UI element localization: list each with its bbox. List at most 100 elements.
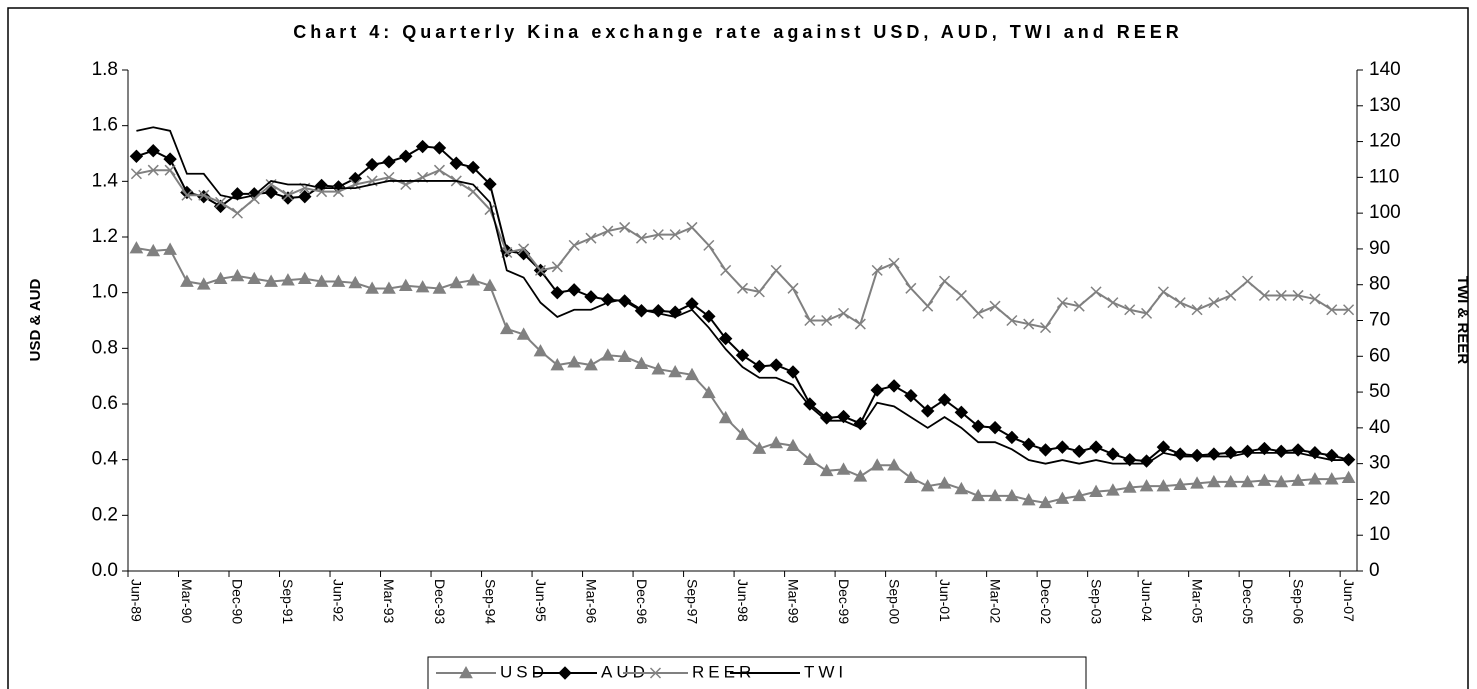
data-point [314, 274, 329, 287]
data-point [282, 189, 294, 201]
data-point [1257, 441, 1272, 456]
data-point [735, 427, 750, 440]
data-point [1324, 472, 1339, 485]
data-point [198, 189, 210, 201]
y2-tick-label: 70 [1369, 310, 1390, 331]
data-point [146, 144, 160, 158]
data-point [1040, 322, 1052, 334]
data-point [685, 367, 699, 381]
y2-tick-label: 140 [1369, 59, 1401, 80]
data-point [1123, 452, 1137, 467]
data-point [1124, 304, 1136, 316]
x-tick-label: Dec-05 [1240, 579, 1256, 624]
x-tick-label: Dec-02 [1038, 579, 1054, 624]
data-point [1173, 477, 1188, 491]
data-point [550, 285, 565, 300]
x-tick-label: Sep-97 [684, 579, 700, 624]
data-point [264, 185, 278, 200]
x-tick-label: Mar-05 [1189, 579, 1205, 624]
data-point [804, 314, 816, 327]
data-point [180, 274, 194, 287]
data-point [836, 409, 851, 424]
legend-marker [649, 667, 662, 679]
y-tick-label: 1.8 [92, 59, 118, 80]
y-tick-label: 0.4 [92, 449, 119, 470]
data-point [1309, 293, 1321, 305]
data-point [753, 286, 765, 298]
legend-marker [558, 666, 572, 680]
x-tick-label: Dec-99 [836, 579, 852, 624]
data-point [752, 441, 767, 454]
data-point [1223, 474, 1238, 488]
x-tick-label: Sep-94 [482, 579, 498, 624]
data-point [264, 274, 278, 287]
y2-tick-label: 130 [1369, 95, 1401, 116]
data-point [1275, 289, 1287, 301]
data-point [1122, 480, 1137, 493]
data-point [888, 257, 900, 269]
data-point [634, 356, 649, 369]
legend-label: AUD [601, 662, 649, 681]
data-point [1291, 473, 1305, 486]
data-point [1106, 483, 1120, 496]
data-point [1191, 304, 1203, 316]
data-point [617, 349, 632, 362]
data-point [466, 160, 480, 175]
x-tick-label: Dec-90 [230, 579, 246, 624]
data-point [1089, 484, 1103, 497]
y2-tick-label: 30 [1369, 453, 1390, 474]
data-point [652, 229, 664, 241]
data-point [1038, 495, 1053, 509]
data-point [163, 152, 177, 166]
data-point [1106, 447, 1120, 461]
data-point [954, 405, 969, 420]
data-point [297, 271, 312, 285]
data-point [870, 458, 885, 471]
data-point [1257, 473, 1272, 486]
data-point [1258, 289, 1270, 301]
data-point [1326, 304, 1338, 316]
data-point [1023, 318, 1035, 330]
data-point [518, 243, 530, 255]
data-point [1157, 286, 1169, 298]
data-point [1038, 443, 1053, 457]
y2-tick-label: 90 [1369, 238, 1390, 259]
y2-tick-label: 110 [1369, 166, 1399, 187]
x-tick-label: Mar-96 [583, 579, 599, 624]
data-point [718, 410, 733, 424]
data-point [1190, 448, 1204, 463]
x-tick-label: Sep-03 [1088, 579, 1104, 624]
data-point [904, 470, 918, 484]
y-tick-label: 0.0 [92, 560, 118, 581]
data-point [752, 359, 767, 374]
data-point [415, 280, 430, 293]
y2-tick-label: 0 [1369, 560, 1380, 581]
data-point [585, 232, 597, 244]
data-point [786, 365, 800, 379]
data-point [516, 246, 531, 261]
data-point [382, 155, 396, 169]
data-point [196, 277, 211, 290]
data-point [281, 273, 295, 286]
data-point [736, 282, 749, 294]
data-point [1341, 470, 1356, 484]
data-point [937, 476, 952, 489]
data-point [1308, 446, 1322, 460]
y2-tick-label: 100 [1369, 202, 1401, 223]
data-point [1072, 444, 1086, 459]
x-tick-label: Jun-07 [1341, 579, 1357, 622]
data-point [147, 164, 159, 176]
data-point [365, 157, 379, 172]
data-point [1325, 448, 1339, 463]
y-tick-label: 1.4 [92, 170, 119, 191]
data-point [668, 364, 683, 378]
data-point [1055, 440, 1070, 454]
data-point [905, 282, 917, 294]
data-point [399, 149, 413, 163]
data-point [215, 196, 227, 208]
chart-border [7, 7, 1469, 689]
data-point [432, 281, 447, 294]
data-point [686, 221, 698, 233]
data-point [1022, 437, 1036, 452]
